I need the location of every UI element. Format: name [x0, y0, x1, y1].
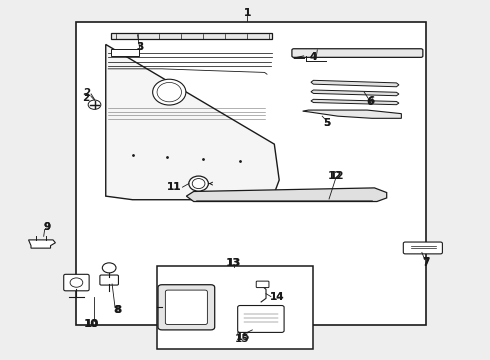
- Text: 5: 5: [323, 118, 331, 128]
- FancyBboxPatch shape: [158, 285, 215, 330]
- Text: 3: 3: [136, 42, 144, 52]
- Text: 12: 12: [328, 171, 343, 181]
- Text: 4: 4: [310, 52, 317, 62]
- FancyBboxPatch shape: [238, 306, 284, 332]
- Text: 6: 6: [366, 97, 373, 107]
- Text: 15: 15: [235, 333, 250, 343]
- Text: 2: 2: [83, 93, 90, 103]
- Text: 15: 15: [236, 332, 251, 342]
- Text: 8: 8: [113, 305, 121, 315]
- Text: 5: 5: [323, 118, 331, 128]
- FancyBboxPatch shape: [64, 274, 89, 291]
- Text: 14: 14: [270, 292, 284, 302]
- Bar: [111, 49, 139, 56]
- FancyBboxPatch shape: [256, 281, 269, 288]
- Text: 14: 14: [270, 292, 284, 302]
- Ellipse shape: [192, 179, 205, 189]
- Polygon shape: [311, 90, 399, 96]
- Polygon shape: [28, 240, 55, 248]
- Text: 9: 9: [44, 222, 50, 231]
- Text: 6: 6: [368, 96, 375, 106]
- Text: 7: 7: [422, 257, 429, 267]
- Text: 13: 13: [227, 258, 242, 268]
- Text: 1: 1: [244, 8, 251, 18]
- Circle shape: [102, 263, 116, 273]
- Text: 10: 10: [84, 319, 98, 329]
- Text: 8: 8: [114, 305, 122, 315]
- FancyBboxPatch shape: [165, 290, 207, 324]
- Ellipse shape: [189, 176, 208, 191]
- Polygon shape: [186, 188, 387, 202]
- Bar: [76, 22, 426, 325]
- Text: 13: 13: [225, 258, 240, 268]
- Polygon shape: [311, 99, 399, 105]
- FancyBboxPatch shape: [292, 49, 423, 57]
- Text: 3: 3: [136, 42, 144, 52]
- Bar: [111, 33, 272, 40]
- FancyBboxPatch shape: [403, 242, 442, 254]
- Bar: [157, 266, 314, 348]
- Polygon shape: [303, 110, 401, 118]
- Text: 4: 4: [310, 52, 317, 62]
- Text: 7: 7: [422, 258, 429, 268]
- Polygon shape: [311, 80, 399, 87]
- Circle shape: [88, 100, 101, 109]
- Circle shape: [70, 278, 83, 287]
- Text: 11: 11: [167, 182, 181, 192]
- Text: 9: 9: [44, 222, 50, 232]
- Polygon shape: [106, 44, 279, 200]
- FancyBboxPatch shape: [100, 275, 119, 285]
- Ellipse shape: [153, 79, 186, 105]
- Text: 2: 2: [84, 88, 91, 98]
- Text: 11: 11: [167, 182, 181, 192]
- Text: 10: 10: [85, 319, 100, 329]
- Text: 1: 1: [244, 8, 251, 18]
- Ellipse shape: [157, 82, 181, 102]
- Text: 12: 12: [330, 171, 344, 181]
